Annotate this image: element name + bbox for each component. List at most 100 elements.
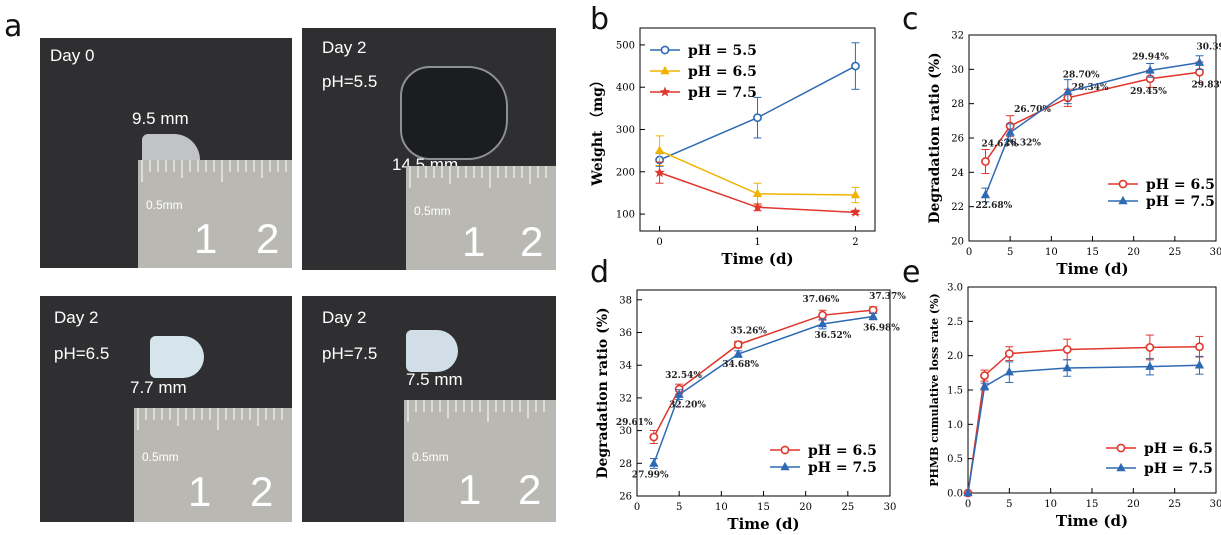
data-point xyxy=(1004,367,1014,376)
panel-letter-a: a xyxy=(4,9,23,44)
ruler-ticks xyxy=(141,160,287,182)
data-point xyxy=(1118,195,1128,205)
data-label: 29.83% xyxy=(1192,80,1221,90)
y-tick-label: 400 xyxy=(616,83,635,94)
y-tick-label: 32 xyxy=(951,31,964,42)
x-tick-label: 30 xyxy=(1210,499,1221,510)
data-label: 36.52% xyxy=(815,331,852,341)
ph-label: pH=7.5 xyxy=(322,344,378,363)
data-point xyxy=(649,432,659,442)
ruler-number-1: 1 xyxy=(462,218,486,265)
x-tick-label: 2 xyxy=(852,237,858,248)
legend-label: pH = 7.5 xyxy=(808,460,877,476)
y-tick-label: 26 xyxy=(619,492,632,503)
data-point xyxy=(1116,443,1126,453)
photo-day2-ph75: Day 2 pH=7.5 7.5 mm 0.5mm 1 2 xyxy=(302,296,556,522)
data-point xyxy=(660,65,670,75)
x-tick-label: 15 xyxy=(757,502,770,513)
panel-letter-e: e xyxy=(902,255,921,290)
data-point xyxy=(963,487,973,497)
y-tick-label: 200 xyxy=(616,167,635,178)
y-tick-label: 0.5 xyxy=(947,454,963,465)
series-e-1 xyxy=(963,355,1205,497)
x-tick-label: 20 xyxy=(1127,247,1140,258)
data-point xyxy=(980,189,991,199)
y-tick-label: 24 xyxy=(951,168,964,179)
x-tick-label: 0 xyxy=(656,237,662,248)
data-point xyxy=(1194,360,1205,369)
series-line xyxy=(967,364,1200,494)
ruler: 0.5mm 1 2 xyxy=(138,160,292,268)
hydrogel-sample xyxy=(406,330,458,372)
data-point xyxy=(659,86,671,97)
data-label: 26.70% xyxy=(1014,105,1051,115)
x-axis-label: Time (d) xyxy=(1056,260,1128,278)
y-tick-label: 2.0 xyxy=(947,351,963,362)
ruler: 0.5mm 1 2 xyxy=(134,408,292,522)
legend-label: pH = 7.5 xyxy=(1144,461,1213,477)
y-tick-label: 0.0 xyxy=(947,489,963,500)
ruler-number-2: 2 xyxy=(520,218,544,265)
data-point xyxy=(818,310,827,320)
chart-c: 0 5 10 15 20 25 30 20 22 24 26 28 30 32 Time (d) Degrad… xyxy=(927,31,1221,279)
ruler-number-2: 2 xyxy=(518,466,542,513)
data-point xyxy=(752,188,763,198)
legend-label: pH = 5.5 xyxy=(688,43,757,59)
ruler-unit-label: 0.5mm xyxy=(142,450,179,464)
series-line xyxy=(967,345,1200,494)
data-point xyxy=(1145,65,1155,74)
data-point xyxy=(753,113,762,123)
data-point xyxy=(654,167,665,178)
photo-title: Day 2 xyxy=(322,38,367,57)
data-label: 34.68% xyxy=(722,360,759,370)
x-tick-label: 25 xyxy=(1168,499,1181,510)
data-point xyxy=(1195,342,1204,352)
ruler: 0.5mm 1 2 xyxy=(406,166,556,270)
y-tick-label: 2.5 xyxy=(947,317,963,328)
photo-title: Day 2 xyxy=(322,308,367,327)
data-label: 30.39% xyxy=(1197,43,1221,53)
data-point xyxy=(649,458,659,467)
data-point xyxy=(979,381,990,390)
panel-letter-c: c xyxy=(902,2,919,37)
y-axis-label: Degradation ratio (%) xyxy=(595,307,611,478)
photo-day2-ph65: Day 2 pH=6.5 7.7 mm 0.5mm 1 2 xyxy=(40,296,292,522)
ph-label: pH=6.5 xyxy=(54,344,110,363)
y-tick-label: 20 xyxy=(951,237,964,248)
series-b-1 xyxy=(654,135,861,205)
y-tick-label: 3.0 xyxy=(947,283,963,294)
data-label: 32.20% xyxy=(669,401,706,411)
data-point xyxy=(780,461,790,471)
photo-day0: Day 0 9.5 mm 0.5mm 1 2 xyxy=(40,38,292,268)
data-point xyxy=(674,389,684,398)
data-label: 22.68% xyxy=(975,201,1012,211)
legend-b: pH = 5.5 pH = 6.5 pH = 7.5 xyxy=(650,43,757,101)
x-axis-label: Time (d) xyxy=(727,515,799,533)
x-tick-label: 0 xyxy=(634,502,640,513)
x-tick-label: 30 xyxy=(1210,247,1221,258)
data-label: 29.61% xyxy=(616,418,653,428)
x-tick-label: 20 xyxy=(799,502,812,513)
y-axis-label: Weight （mg） xyxy=(590,73,606,187)
x-tick-label: 15 xyxy=(1086,247,1099,258)
gel-size-label: 7.5 mm xyxy=(406,370,463,389)
data-label: 28.70% xyxy=(1063,71,1100,81)
panel-letter-d: d xyxy=(590,255,610,290)
y-tick-label: 1.5 xyxy=(947,386,963,397)
legend-label: pH = 6.5 xyxy=(688,64,757,80)
data-point xyxy=(981,157,990,166)
x-axis-label: Time (d) xyxy=(1056,512,1128,530)
chart-d: 0 5 10 15 20 25 30 26 28 30 32 34 36 38 Time (d) Degrad… xyxy=(595,289,906,533)
ruler: 0.5mm 1 2 xyxy=(404,400,556,522)
series-e-0 xyxy=(963,334,1204,498)
ruler-number-1: 1 xyxy=(458,466,482,513)
hydrogel-sample xyxy=(150,336,204,378)
x-tick-label: 20 xyxy=(1127,499,1140,510)
data-label: 32.54% xyxy=(665,371,702,381)
y-tick-label: 28 xyxy=(619,459,632,470)
y-tick-label: 100 xyxy=(616,210,635,221)
data-point xyxy=(817,318,828,328)
data-label: 24.63% xyxy=(981,140,1018,150)
series-d-0: 29.61% 32.54% 35.26% 37.06% 37.37% xyxy=(616,292,906,445)
